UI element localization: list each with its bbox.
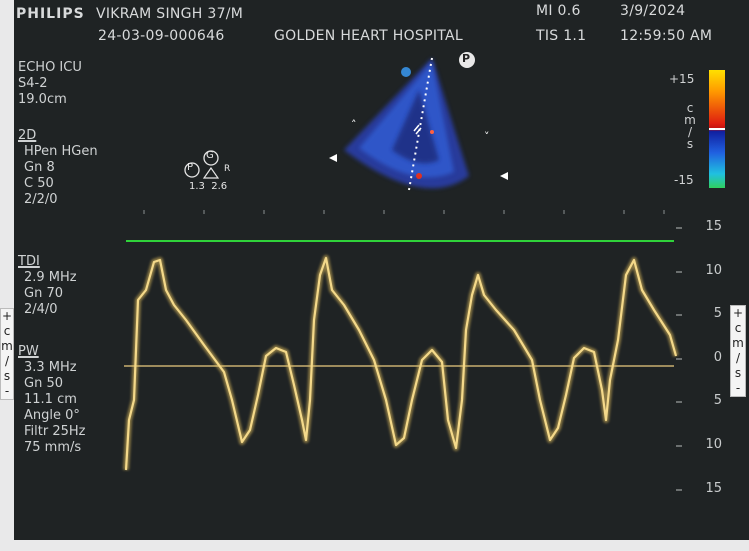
velocity-unit-box: + c m / s- — [730, 305, 746, 397]
velocity-tick-label: 5 — [682, 393, 722, 408]
probe-marker-label: P — [462, 52, 470, 65]
depth-ticks — [144, 210, 664, 214]
velocity-tick-label: 5 — [682, 306, 722, 321]
velocity-tick-label: 15 — [682, 481, 722, 496]
color-scale-top: +15 — [669, 72, 694, 86]
velocity-color-bar — [709, 70, 725, 188]
color-scale-bottom: -15 — [674, 173, 694, 187]
velocity-tick-label: 10 — [682, 437, 722, 452]
color-scale-unit: c m / s — [684, 102, 696, 150]
r-label: R — [224, 164, 230, 174]
velocity-tick-label: 0 — [682, 350, 722, 365]
doppler-waveform — [126, 258, 676, 470]
p-small-label: P — [187, 162, 193, 173]
sector-tick-right: ˅ — [484, 130, 490, 143]
velocity-tick-label: 10 — [682, 263, 722, 278]
color-doppler-sector — [344, 58, 469, 188]
sector-marker-left — [329, 154, 337, 162]
sector-tick-left: ˄ — [351, 118, 357, 131]
ultrasound-screen: PHILIPS VIKRAM SINGH 37/M MI 0.6 3/9/202… — [14, 0, 749, 540]
marker-values: 1.3 2.6 — [189, 181, 227, 192]
velocity-tick-label: 15 — [682, 219, 722, 234]
g-marker-label: G — [206, 150, 214, 161]
left-unit-box: + c m / s- — [0, 308, 14, 400]
sector-marker-right — [500, 172, 508, 180]
triangle-icon — [204, 168, 218, 178]
imaging-graphics: ˄ ˅ — [14, 0, 749, 540]
